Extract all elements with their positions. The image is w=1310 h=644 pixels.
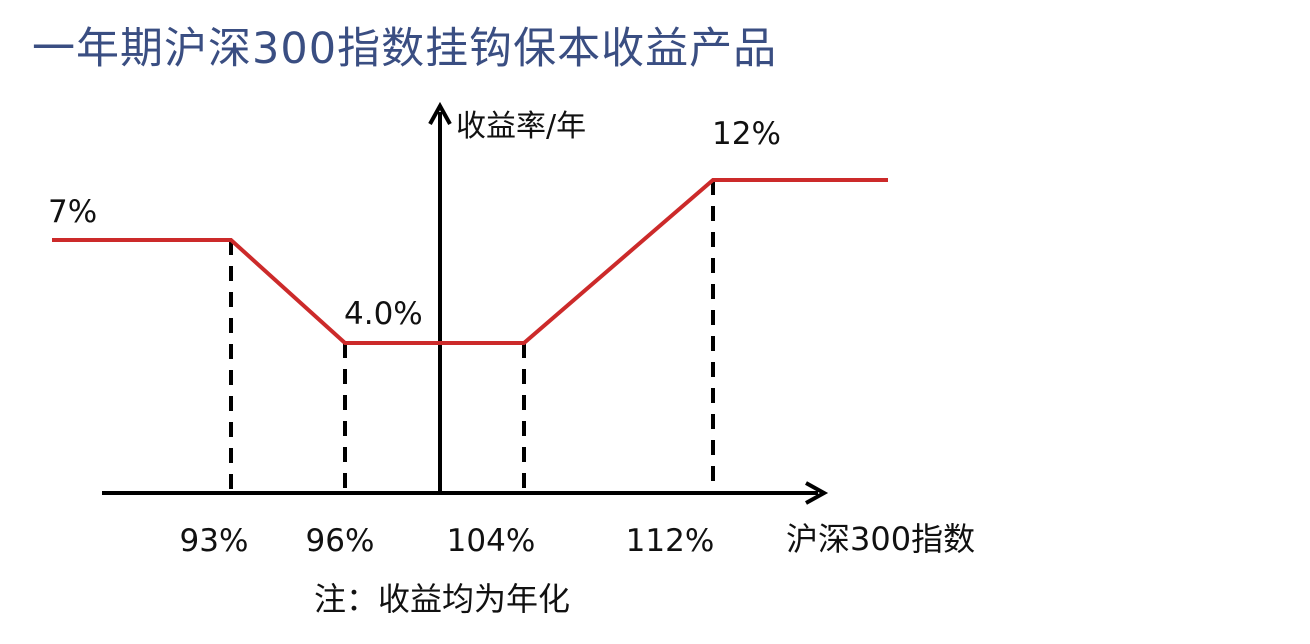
data-label-right: 12% — [712, 116, 781, 152]
x-axis-label: 沪深300指数 — [786, 520, 975, 558]
x-tick-label-96: 96% — [306, 523, 375, 559]
page-title: 一年期沪深300指数挂钩保本收益产品 — [32, 24, 778, 74]
y-axis-label: 收益率/年 — [456, 109, 586, 144]
x-axis-arrow-icon — [805, 481, 829, 505]
data-label-left: 7% — [48, 194, 97, 230]
x-tick-label-104: 104% — [447, 523, 536, 559]
data-label-middle: 4.0% — [344, 296, 423, 332]
payoff-line — [52, 178, 888, 345]
x-tick-label-112: 112% — [626, 523, 715, 559]
x-tick-label-93: 93% — [180, 523, 249, 559]
footnote: 注：收益均为年化 — [314, 580, 570, 618]
y-axis-arrow-icon — [428, 101, 452, 125]
